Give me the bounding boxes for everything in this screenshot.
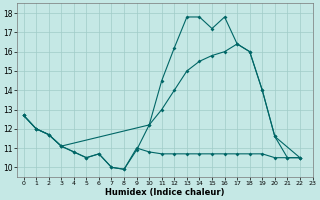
X-axis label: Humidex (Indice chaleur): Humidex (Indice chaleur) [105, 188, 225, 197]
